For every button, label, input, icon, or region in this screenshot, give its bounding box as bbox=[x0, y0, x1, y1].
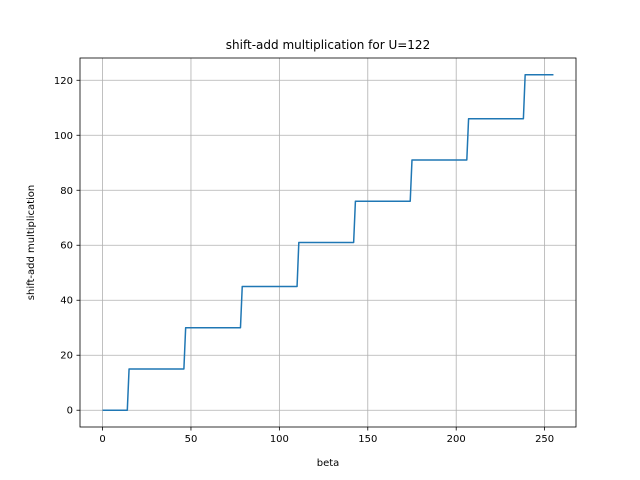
x-axis-label: beta bbox=[317, 458, 340, 469]
plot-frame bbox=[79, 57, 577, 428]
y-axis: 0 20 40 60 80 100 120 bbox=[54, 76, 80, 417]
series-line-0 bbox=[102, 74, 554, 411]
y-tick-label: 0 bbox=[67, 406, 73, 417]
chart-title: shift-add multiplication for U=122 bbox=[226, 38, 430, 52]
x-tick-label: 0 bbox=[99, 434, 105, 445]
y-tick-label: 120 bbox=[54, 76, 73, 87]
grid bbox=[80, 58, 576, 427]
x-tick-label: 150 bbox=[358, 434, 377, 445]
y-tick-label: 40 bbox=[60, 296, 73, 307]
x-tick-label: 100 bbox=[270, 434, 289, 445]
x-tick-label: 200 bbox=[447, 434, 466, 445]
y-tick-label: 100 bbox=[54, 131, 73, 142]
x-tick-label: 50 bbox=[185, 434, 198, 445]
y-tick-label: 80 bbox=[60, 186, 73, 197]
series-layer bbox=[102, 74, 554, 411]
y-tick-label: 20 bbox=[60, 351, 73, 362]
y-tick-label: 60 bbox=[60, 241, 73, 252]
x-axis: 0 50 100 150 200 250 bbox=[99, 427, 554, 445]
x-tick-label: 250 bbox=[535, 434, 554, 445]
y-axis-label: shift-add multiplication bbox=[26, 185, 37, 300]
